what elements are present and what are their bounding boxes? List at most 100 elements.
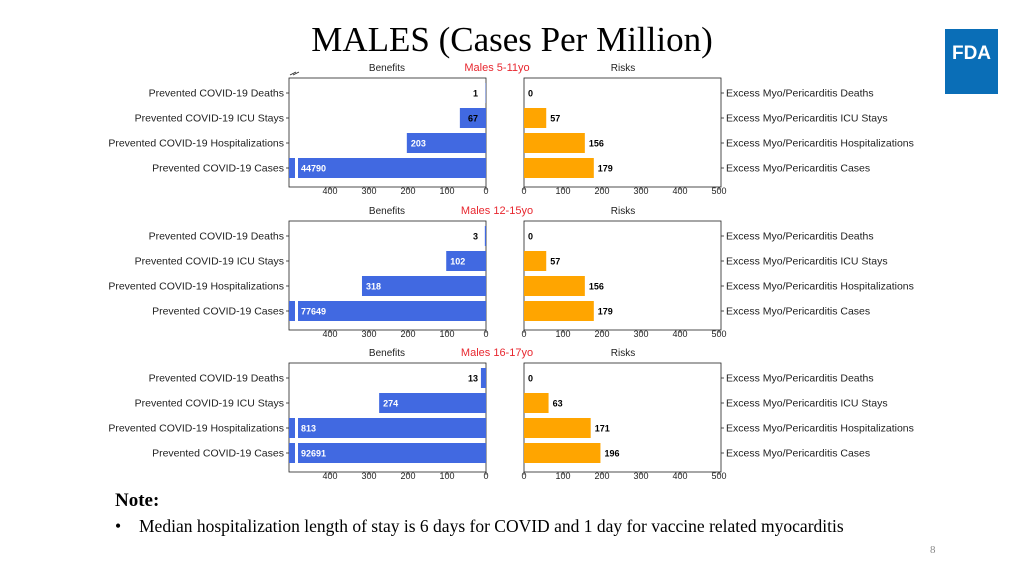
benefit-x-tick-label: 400 — [322, 329, 337, 339]
benefit-axes-frame — [288, 220, 487, 331]
benefit-category-label: Prevented COVID-19 Hospitalizations — [108, 281, 284, 293]
benefit-category-label: Prevented COVID-19 Deaths — [149, 88, 284, 100]
risk-x-tick-label: 300 — [633, 471, 648, 481]
benefit-bar — [289, 158, 486, 178]
benefit-category-label: Prevented COVID-19 Cases — [152, 306, 284, 318]
slide-title: MALES (Cases Per Million) — [311, 20, 713, 59]
benefit-axes-frame — [288, 362, 487, 473]
risk-value-label: 196 — [604, 449, 619, 459]
benefit-x-tick-label: 300 — [361, 471, 376, 481]
risk-bar — [524, 393, 549, 413]
risk-category-label: Excess Myo/Pericarditis ICU Stays — [726, 398, 888, 410]
benefit-x-tick-label: 400 — [322, 471, 337, 481]
benefit-value-label: 1 — [473, 89, 478, 99]
risk-x-tick-label: 200 — [594, 329, 609, 339]
risk-category-label: Excess Myo/Pericarditis ICU Stays — [726, 256, 888, 268]
benefits-header: Benefits — [369, 348, 405, 359]
risks-header: Risks — [611, 348, 635, 359]
risk-bar — [524, 133, 585, 153]
risk-bar — [524, 276, 585, 296]
benefit-value-label: 203 — [411, 139, 426, 149]
benefit-axes-frame — [288, 77, 487, 188]
risk-category-label: Excess Myo/Pericarditis Cases — [726, 306, 870, 318]
note-bullet-text: Median hospitalization length of stay is… — [139, 516, 844, 536]
benefit-x-tick-label: 0 — [483, 329, 488, 339]
axis-break-gap — [295, 442, 298, 464]
benefit-x-tick-label: 0 — [483, 186, 488, 196]
risk-category-label: Excess Myo/Pericarditis Deaths — [726, 231, 874, 243]
bullet-icon: • — [115, 516, 122, 536]
benefit-x-tick-label: 300 — [361, 186, 376, 196]
risk-value-label: 57 — [550, 257, 560, 267]
risk-category-label: Excess Myo/Pericarditis Cases — [726, 163, 870, 175]
risk-x-tick-label: 0 — [521, 186, 526, 196]
risk-x-tick-label: 0 — [521, 471, 526, 481]
risk-x-tick-label: 300 — [633, 186, 648, 196]
axis-break-gap — [295, 157, 298, 179]
benefit-value-label: 318 — [366, 282, 381, 292]
benefit-x-tick-label: 400 — [322, 186, 337, 196]
benefit-bar — [361, 276, 486, 296]
risk-x-tick-label: 200 — [594, 471, 609, 481]
risk-value-label: 156 — [589, 282, 604, 292]
benefit-x-tick-label: 100 — [439, 471, 454, 481]
benefit-value-label: 44790 — [301, 164, 326, 174]
risk-x-tick-label: 100 — [555, 329, 570, 339]
benefits-header: Benefits — [369, 63, 405, 74]
note-heading: Note: — [115, 490, 160, 511]
risk-value-label: 179 — [598, 164, 613, 174]
risks-header: Risks — [611, 206, 635, 217]
chart-panel-1 — [286, 71, 724, 190]
risk-value-label: 57 — [550, 114, 560, 124]
benefit-bar — [289, 418, 486, 438]
risk-category-label: Excess Myo/Pericarditis Deaths — [726, 373, 874, 385]
risk-bar — [524, 251, 547, 271]
risk-x-tick-label: 100 — [555, 471, 570, 481]
risks-header: Risks — [611, 63, 635, 74]
fda-logo-background — [945, 29, 998, 94]
benefit-bar — [484, 226, 486, 246]
benefit-category-label: Prevented COVID-19 ICU Stays — [135, 398, 284, 410]
benefit-category-label: Prevented COVID-19 Deaths — [149, 373, 284, 385]
risk-category-label: Excess Myo/Pericarditis Deaths — [726, 88, 874, 100]
axis-break-mark — [289, 71, 300, 76]
benefit-bar — [480, 368, 486, 388]
benefit-value-label: 813 — [301, 424, 316, 434]
risk-category-label: Excess Myo/Pericarditis Hospitalizations — [726, 138, 914, 150]
benefit-category-label: Prevented COVID-19 Deaths — [149, 231, 284, 243]
benefit-value-label: 274 — [383, 399, 398, 409]
risk-x-tick-label: 100 — [555, 186, 570, 196]
chart-panel-2 — [286, 220, 724, 333]
risk-category-label: Excess Myo/Pericarditis Hospitalizations — [726, 281, 914, 293]
benefit-category-label: Prevented COVID-19 Hospitalizations — [108, 138, 284, 150]
benefit-value-label: 3 — [473, 232, 478, 242]
risk-value-label: 179 — [598, 307, 613, 317]
benefit-value-label: 77649 — [301, 307, 326, 317]
benefit-x-tick-label: 0 — [483, 471, 488, 481]
risk-bar — [524, 443, 601, 463]
risk-bar — [524, 301, 594, 321]
panel-title: Males 5-11yo — [464, 62, 529, 74]
risk-axes-frame — [523, 362, 722, 473]
benefit-value-label: 67 — [468, 114, 478, 124]
benefit-value-label: 13 — [468, 374, 478, 384]
benefit-x-tick-label: 100 — [439, 186, 454, 196]
benefit-category-label: Prevented COVID-19 Hospitalizations — [108, 423, 284, 435]
risk-category-label: Excess Myo/Pericarditis Cases — [726, 448, 870, 460]
risk-value-label: 0 — [528, 374, 533, 384]
panel-title: Males 16-17yo — [461, 347, 533, 359]
benefit-bar — [446, 251, 486, 271]
benefit-value-label: 102 — [450, 257, 465, 267]
chart-panel-3 — [286, 362, 724, 475]
benefit-bar — [459, 108, 486, 128]
axis-break-gap — [295, 300, 298, 322]
risk-x-tick-label: 200 — [594, 186, 609, 196]
risk-x-tick-label: 400 — [672, 186, 687, 196]
benefit-x-tick-label: 200 — [400, 329, 415, 339]
risk-x-tick-label: 500 — [711, 186, 726, 196]
benefit-category-label: Prevented COVID-19 Cases — [152, 448, 284, 460]
risk-x-tick-label: 400 — [672, 329, 687, 339]
benefit-value-label: 92691 — [301, 449, 326, 459]
risk-x-tick-label: 0 — [521, 329, 526, 339]
